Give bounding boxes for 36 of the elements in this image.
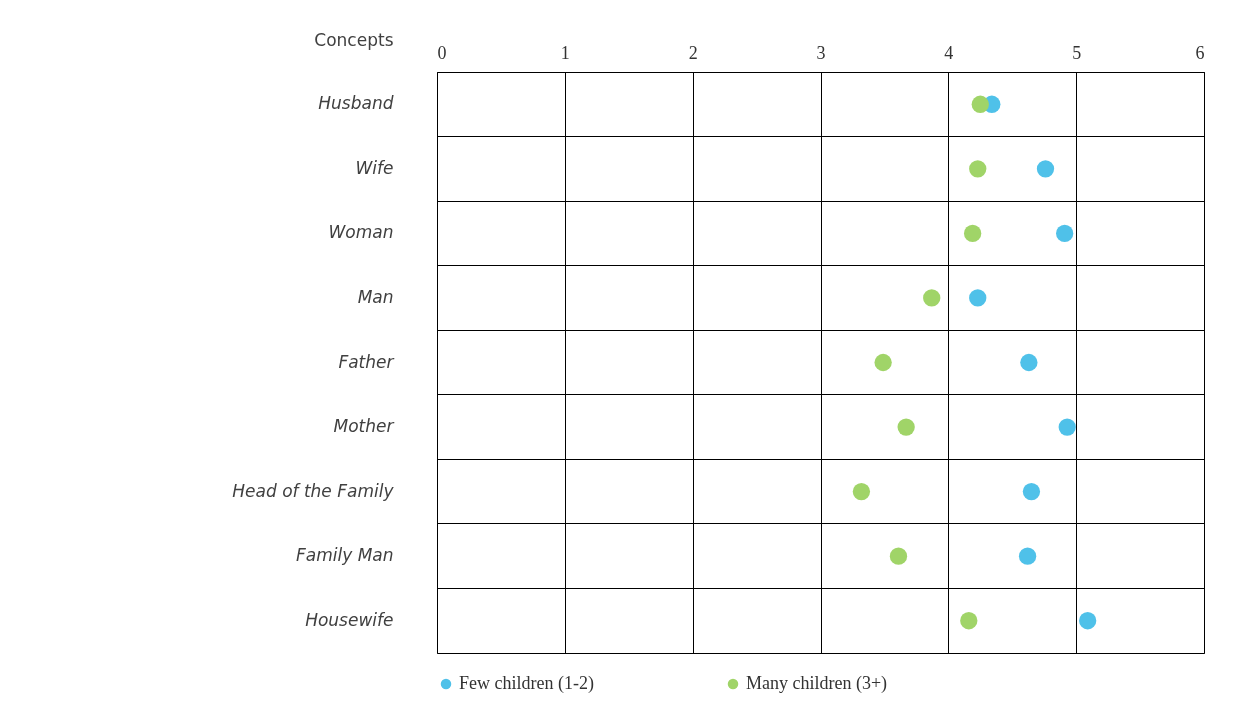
point xyxy=(874,353,892,372)
point xyxy=(1058,418,1076,436)
y-tick-label: Mother xyxy=(333,416,395,437)
point xyxy=(1079,612,1097,630)
y-tick-label: Family Man xyxy=(295,545,394,566)
point xyxy=(897,418,915,436)
point xyxy=(963,224,982,243)
point xyxy=(960,612,978,630)
legend-label: Many children (3+) xyxy=(746,673,888,694)
x-tick-label: 5 xyxy=(1072,42,1082,63)
y-axis-title: Concepts xyxy=(314,29,394,50)
x-tick-label: 0 xyxy=(437,42,447,63)
point xyxy=(971,95,989,113)
point xyxy=(969,160,987,178)
x-tick-label: 4 xyxy=(944,42,954,63)
y-tick-label: Woman xyxy=(328,222,394,243)
point xyxy=(1056,224,1074,243)
x-tick-label: 6 xyxy=(1195,42,1205,63)
y-tick-label: Father xyxy=(338,351,395,372)
point xyxy=(923,289,941,307)
y-tick-label: Head of the Family xyxy=(232,480,395,501)
point xyxy=(969,289,987,307)
point xyxy=(1020,353,1038,372)
point xyxy=(1018,547,1037,565)
y-tick-label: Housewife xyxy=(305,609,394,630)
y-tick-label: Wife xyxy=(355,157,394,178)
y-tick-label: Man xyxy=(357,286,394,307)
point xyxy=(1022,482,1041,501)
legend-label: Few children (1-2) xyxy=(459,673,594,694)
point xyxy=(889,547,908,565)
x-tick-label: 2 xyxy=(688,42,698,63)
y-tick-label: Husband xyxy=(318,93,394,114)
point xyxy=(1036,160,1055,178)
point xyxy=(852,482,871,501)
x-tick-label: 1 xyxy=(560,42,570,63)
x-tick-label: 3 xyxy=(816,42,826,63)
